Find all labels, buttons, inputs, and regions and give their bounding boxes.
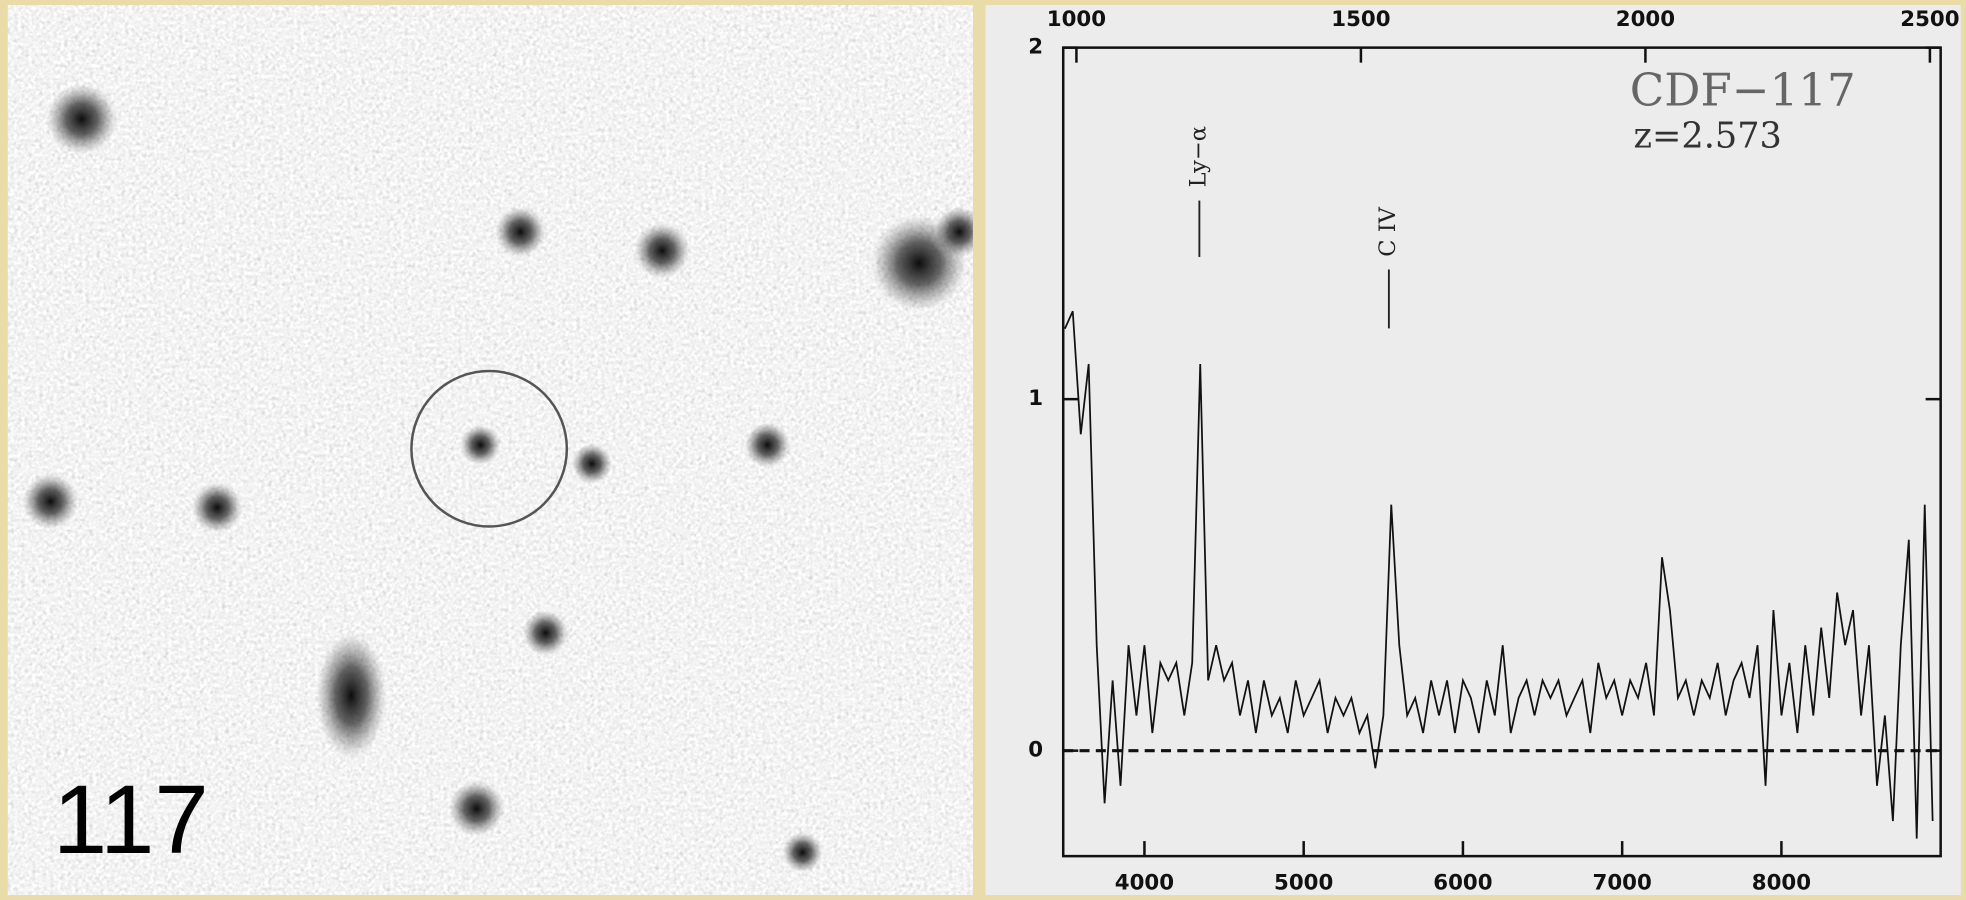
sky-image: 117 bbox=[7, 5, 973, 895]
spectrum-line bbox=[1064, 310, 1934, 839]
line-label: C IV bbox=[1375, 206, 1401, 256]
x-tick-label: 7000 bbox=[1593, 871, 1652, 896]
y-tick-label: 0 bbox=[1028, 738, 1043, 763]
y-tick-label: 2 bbox=[1028, 35, 1043, 60]
chart-subtitle: z=2.573 bbox=[1634, 115, 1782, 156]
line-label: Ly−α bbox=[1185, 126, 1211, 187]
x-tick-label: 5000 bbox=[1274, 871, 1333, 896]
y-tick-label: 1 bbox=[1028, 386, 1043, 411]
x-tick-label: 8000 bbox=[1752, 871, 1811, 896]
target-circle bbox=[410, 369, 569, 528]
panel-label: 117 bbox=[53, 764, 209, 874]
x-tick-label: 6000 bbox=[1433, 871, 1492, 896]
chart-title: CDF−117 bbox=[1630, 64, 1856, 117]
x-tick-label: 4000 bbox=[1115, 871, 1174, 896]
x2-tick-label: 2000 bbox=[1616, 7, 1675, 32]
x2-tick-label: 1500 bbox=[1331, 7, 1390, 32]
x2-tick-label: 2500 bbox=[1900, 7, 1959, 32]
spectrum-panel bbox=[985, 5, 1961, 895]
sources bbox=[22, 83, 973, 873]
plot-frame bbox=[1061, 46, 1942, 858]
x2-tick-label: 1000 bbox=[1047, 7, 1106, 32]
